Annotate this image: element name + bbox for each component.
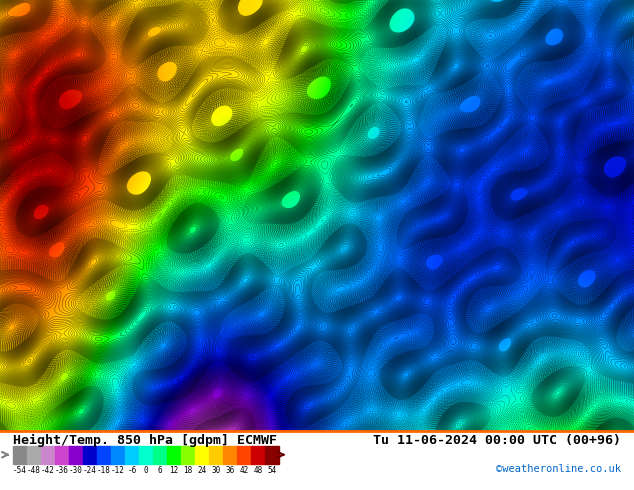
Text: 24: 24: [197, 466, 207, 475]
Text: 6: 6: [157, 466, 162, 475]
Text: -48: -48: [27, 466, 41, 475]
Text: 48: 48: [254, 466, 262, 475]
Bar: [223, 446, 237, 464]
Text: 12: 12: [169, 466, 179, 475]
Text: -42: -42: [41, 466, 55, 475]
Bar: [27, 446, 41, 464]
Text: -24: -24: [83, 466, 97, 475]
Bar: [83, 446, 97, 464]
Bar: [125, 446, 139, 464]
Bar: [181, 446, 195, 464]
Bar: [55, 446, 68, 464]
Bar: [97, 446, 111, 464]
Text: -6: -6: [127, 466, 136, 475]
Text: -30: -30: [69, 466, 82, 475]
Text: 54: 54: [268, 466, 276, 475]
Bar: [13, 446, 27, 464]
Bar: [68, 446, 83, 464]
Bar: [209, 446, 223, 464]
Bar: [153, 446, 167, 464]
Text: -54: -54: [13, 466, 27, 475]
Bar: [41, 446, 55, 464]
Bar: [167, 446, 181, 464]
Bar: [195, 446, 209, 464]
Bar: [251, 446, 265, 464]
Bar: [237, 446, 251, 464]
Bar: [139, 446, 153, 464]
Bar: [265, 446, 279, 464]
Text: ©weatheronline.co.uk: ©weatheronline.co.uk: [496, 464, 621, 473]
Text: 0: 0: [143, 466, 148, 475]
Bar: [111, 446, 125, 464]
Text: -18: -18: [97, 466, 111, 475]
Text: 30: 30: [211, 466, 221, 475]
Text: 42: 42: [239, 466, 249, 475]
Text: Height/Temp. 850 hPa [gdpm] ECMWF: Height/Temp. 850 hPa [gdpm] ECMWF: [13, 434, 276, 447]
Text: 36: 36: [225, 466, 235, 475]
Text: Tu 11-06-2024 00:00 UTC (00+96): Tu 11-06-2024 00:00 UTC (00+96): [373, 434, 621, 447]
Text: -36: -36: [55, 466, 68, 475]
Text: 18: 18: [183, 466, 193, 475]
Text: -12: -12: [111, 466, 125, 475]
